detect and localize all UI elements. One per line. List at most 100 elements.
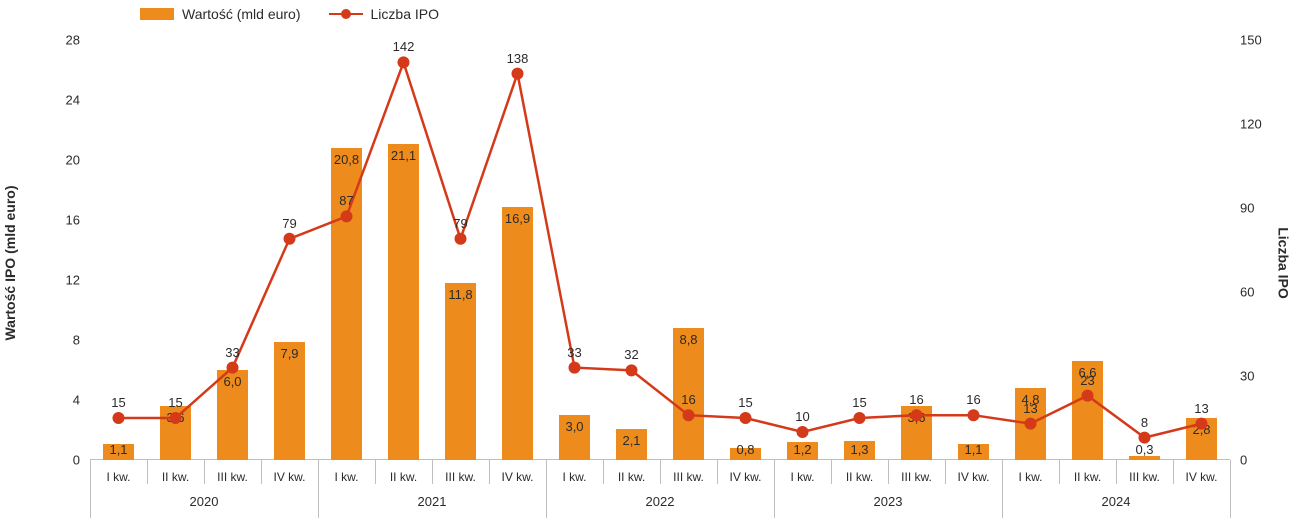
line-overlay	[90, 40, 1230, 460]
line-value-label: 15	[168, 395, 182, 410]
y-right-tick: 90	[1240, 201, 1254, 216]
line-marker	[512, 68, 524, 80]
y-right-tick: 0	[1240, 453, 1247, 468]
bar-value-label: 3,6	[907, 410, 925, 425]
bar-value-label: 20,8	[334, 152, 359, 167]
line-marker	[854, 412, 866, 424]
x-quarter-label: I kw.	[1018, 470, 1042, 484]
bar-value-label: 3,6	[166, 410, 184, 425]
y-right-axis-title: Liczba IPO	[1276, 227, 1292, 299]
quarter-separator	[888, 460, 889, 484]
quarter-separator	[660, 460, 661, 484]
bar	[502, 207, 533, 461]
bar-value-label: 16,9	[505, 211, 530, 226]
line-value-label: 33	[567, 345, 581, 360]
x-quarter-label: I kw.	[334, 470, 358, 484]
line-marker	[398, 56, 410, 68]
y-right-tick: 150	[1240, 33, 1262, 48]
y-left-tick: 0	[73, 453, 80, 468]
quarter-separator	[204, 460, 205, 484]
line-value-label: 16	[966, 392, 980, 407]
x-year-label: 2021	[418, 494, 447, 509]
year-separator	[90, 460, 91, 518]
x-quarter-label: II kw.	[162, 470, 189, 484]
x-year-label: 2024	[1102, 494, 1131, 509]
line-value-label: 142	[393, 39, 415, 54]
x-quarter-label: IV kw.	[1185, 470, 1217, 484]
y-left-tick: 28	[66, 33, 80, 48]
bar-value-label: 8,8	[679, 332, 697, 347]
quarter-separator	[261, 460, 262, 484]
line-value-label: 15	[852, 395, 866, 410]
quarter-separator	[375, 460, 376, 484]
y-left-tick: 4	[73, 393, 80, 408]
y-left-tick: 20	[66, 153, 80, 168]
x-quarter-label: IV kw.	[729, 470, 761, 484]
line-value-label: 13	[1023, 401, 1037, 416]
x-quarter-label: III kw.	[217, 470, 248, 484]
y-left-tick: 16	[66, 213, 80, 228]
bar	[445, 283, 476, 460]
legend-line-label: Liczba IPO	[371, 6, 439, 22]
bar-value-label: 1,1	[964, 442, 982, 457]
x-quarter-label: IV kw.	[957, 470, 989, 484]
x-quarter-label: IV kw.	[273, 470, 305, 484]
line-value-label: 16	[681, 392, 695, 407]
line-marker	[284, 233, 296, 245]
year-separator	[546, 460, 547, 518]
x-quarter-label: III kw.	[901, 470, 932, 484]
bar-value-label: 2,1	[622, 433, 640, 448]
y-left-tick: 24	[66, 93, 80, 108]
line-marker	[569, 362, 581, 374]
y-right-tick: 30	[1240, 369, 1254, 384]
bar-value-label: 1,2	[793, 442, 811, 457]
quarter-separator	[831, 460, 832, 484]
quarter-separator	[717, 460, 718, 484]
legend-item-line: Liczba IPO	[329, 6, 439, 22]
line-value-label: 32	[624, 347, 638, 362]
year-separator	[318, 460, 319, 518]
y-right-tick: 60	[1240, 285, 1254, 300]
bar-value-label: 3,0	[565, 419, 583, 434]
legend-line-swatch	[329, 8, 363, 20]
quarter-separator	[945, 460, 946, 484]
x-quarter-label: III kw.	[1129, 470, 1160, 484]
line-marker	[797, 426, 809, 438]
quarter-separator	[432, 460, 433, 484]
quarter-separator	[1173, 460, 1174, 484]
legend-bar-swatch	[140, 8, 174, 20]
x-quarter-label: I kw.	[790, 470, 814, 484]
line-value-label: 33	[225, 345, 239, 360]
x-quarter-label: III kw.	[673, 470, 704, 484]
bar-value-label: 0,3	[1135, 442, 1153, 457]
line-value-label: 13	[1194, 401, 1208, 416]
line-value-label: 79	[453, 216, 467, 231]
line-value-label: 15	[738, 395, 752, 410]
x-quarter-label: II kw.	[846, 470, 873, 484]
x-quarter-label: IV kw.	[501, 470, 533, 484]
x-year-label: 2023	[874, 494, 903, 509]
year-separator	[1002, 460, 1003, 518]
quarter-separator	[147, 460, 148, 484]
y-right-tick: 120	[1240, 117, 1262, 132]
x-quarter-label: I kw.	[106, 470, 130, 484]
line-value-label: 79	[282, 216, 296, 231]
line-value-label: 8	[1141, 415, 1148, 430]
bar-value-label: 21,1	[391, 148, 416, 163]
quarter-separator	[1059, 460, 1060, 484]
bar-value-label: 1,1	[109, 442, 127, 457]
line-marker	[740, 412, 752, 424]
bar-value-label: 1,3	[850, 442, 868, 457]
x-year-label: 2020	[190, 494, 219, 509]
bar	[388, 144, 419, 461]
plot-area: 048121620242803060901201501,1I kw.3,6II …	[90, 40, 1230, 460]
bar-value-label: 2,8	[1192, 422, 1210, 437]
x-quarter-label: II kw.	[390, 470, 417, 484]
line-value-label: 87	[339, 193, 353, 208]
year-separator	[1230, 460, 1231, 518]
quarter-separator	[489, 460, 490, 484]
quarter-separator	[603, 460, 604, 484]
ipo-chart: Wartość (mld euro) Liczba IPO Wartość IP…	[0, 0, 1294, 526]
line-value-label: 15	[111, 395, 125, 410]
line-value-label: 138	[507, 51, 529, 66]
